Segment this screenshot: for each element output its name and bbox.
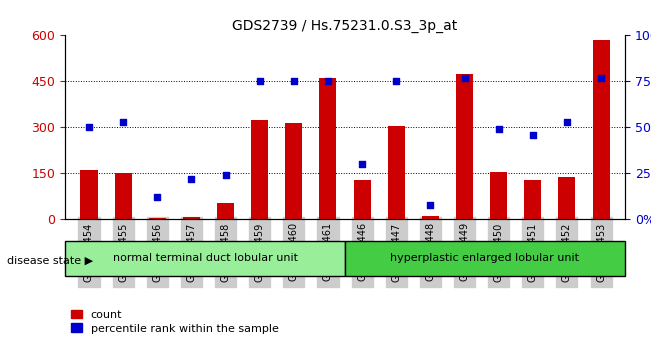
Point (527, 132, 538, 138)
Point (391, 79, 402, 84)
Bar (592, 40, 609, 219)
Bar (559, 177, 575, 219)
Point (357, 161, 367, 167)
Bar (81, 170, 98, 219)
Text: normal terminal duct lobular unit: normal terminal duct lobular unit (113, 253, 298, 263)
Point (460, 75, 470, 81)
Point (288, 79, 299, 84)
Bar (490, 172, 507, 219)
Bar (422, 216, 439, 219)
Point (562, 119, 572, 125)
Text: hyperplastic enlarged lobular unit: hyperplastic enlarged lobular unit (391, 253, 579, 263)
Title: GDS2739 / Hs.75231.0.S3_3p_at: GDS2739 / Hs.75231.0.S3_3p_at (232, 19, 458, 33)
Point (220, 172, 230, 178)
Bar (388, 126, 405, 219)
Bar (251, 120, 268, 219)
Point (255, 79, 265, 84)
Point (596, 75, 606, 81)
Bar (320, 78, 337, 219)
Bar (183, 217, 200, 219)
FancyBboxPatch shape (345, 241, 625, 276)
Legend: count, percentile rank within the sample: count, percentile rank within the sample (71, 310, 279, 333)
Bar (115, 173, 132, 219)
Point (493, 126, 504, 132)
Point (118, 119, 128, 125)
Point (152, 195, 163, 200)
Point (425, 202, 436, 207)
Point (84, 125, 94, 130)
FancyBboxPatch shape (65, 241, 345, 276)
Bar (148, 218, 166, 219)
Bar (456, 74, 473, 219)
Bar (217, 202, 234, 219)
Text: disease state ▶: disease state ▶ (7, 255, 92, 265)
Point (186, 176, 197, 182)
Bar (524, 179, 542, 219)
Bar (353, 179, 370, 219)
Bar (285, 123, 302, 219)
Point (323, 79, 333, 84)
